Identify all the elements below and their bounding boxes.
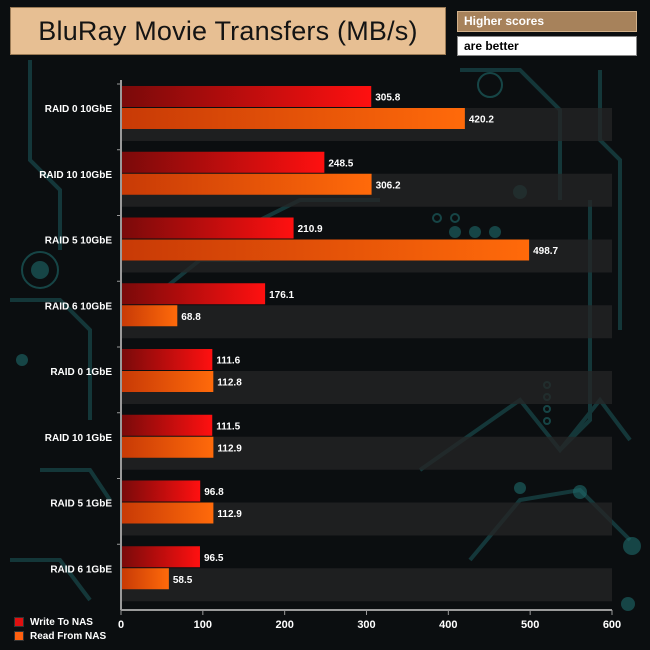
bar-read — [122, 305, 178, 327]
data-label-read: 58.5 — [173, 575, 193, 586]
data-label-read: 498.7 — [533, 246, 558, 257]
data-label-read: 112.9 — [217, 509, 242, 520]
bar-read — [122, 173, 372, 195]
data-label-read: 112.9 — [217, 443, 242, 454]
x-tick-label: 400 — [439, 619, 457, 631]
data-label-read: 420.2 — [469, 115, 494, 126]
data-label-write: 305.8 — [375, 93, 400, 104]
data-label-read: 306.2 — [376, 180, 401, 191]
chart-title-box: BluRay Movie Transfers (MB/s) — [10, 7, 446, 55]
bar-read — [122, 436, 214, 458]
are-better-note: are better — [457, 36, 637, 56]
bar-read — [122, 239, 530, 261]
bar-read — [122, 371, 214, 392]
legend-swatch-read — [14, 631, 24, 641]
data-label-write: 96.8 — [204, 487, 224, 498]
legend-item-read: Read From NAS — [14, 629, 106, 643]
x-tick-label: 200 — [275, 619, 293, 631]
data-label-read: 112.8 — [217, 378, 242, 389]
row-band — [121, 305, 612, 339]
higher-scores-note: Higher scores — [457, 11, 637, 32]
data-label-read: 68.8 — [181, 312, 201, 323]
chart-title: BluRay Movie Transfers (MB/s) — [38, 15, 418, 46]
category-label: RAID 5 1GbE — [50, 499, 112, 510]
legend: Write To NAS Read From NAS — [14, 615, 106, 643]
bar-write — [122, 86, 372, 107]
category-label: RAID 10 10GbE — [39, 170, 112, 181]
bar-write — [122, 414, 213, 436]
x-tick-label: 600 — [603, 619, 621, 631]
x-tick-label: 300 — [357, 619, 375, 631]
legend-label-read: Read From NAS — [30, 630, 107, 642]
bar-read — [122, 108, 465, 129]
data-label-write: 248.5 — [328, 158, 353, 169]
category-label: RAID 10 1GbE — [45, 433, 113, 444]
x-tick-label: 500 — [521, 619, 539, 631]
data-label-write: 111.5 — [216, 421, 240, 432]
bar-write — [122, 151, 325, 173]
bar-read — [122, 502, 214, 524]
bar-write — [122, 546, 200, 568]
category-label: RAID 6 1GbE — [50, 564, 112, 575]
legend-swatch-write — [14, 617, 24, 627]
bar-write — [122, 480, 201, 502]
x-tick-label: 0 — [118, 619, 124, 631]
bar-write — [122, 349, 213, 370]
bar-read — [122, 568, 169, 590]
category-label: RAID 5 10GbE — [45, 236, 113, 247]
data-label-write: 176.1 — [269, 290, 294, 301]
legend-item-write: Write To NAS — [14, 615, 106, 629]
row-band — [121, 568, 612, 602]
legend-label-write: Write To NAS — [30, 616, 93, 628]
category-label: RAID 0 1GbE — [50, 367, 112, 378]
bar-write — [122, 217, 294, 239]
data-label-write: 111.6 — [216, 356, 240, 367]
bar-write — [122, 283, 266, 305]
data-label-write: 210.9 — [298, 224, 323, 235]
data-label-write: 96.5 — [204, 553, 224, 564]
category-label: RAID 0 10GbE — [45, 104, 113, 115]
x-tick-label: 100 — [194, 619, 212, 631]
category-label: RAID 6 10GbE — [45, 301, 113, 312]
